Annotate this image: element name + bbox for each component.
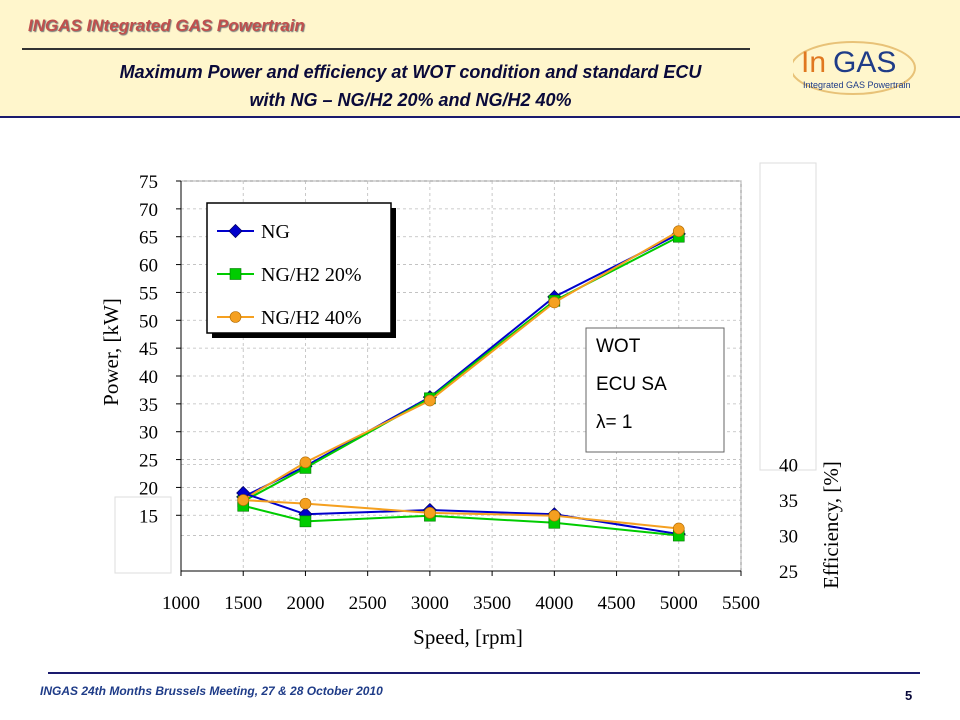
y-tick-label: 60: [139, 256, 158, 277]
y-tick-label: 20: [139, 478, 158, 499]
logo-in: In: [801, 46, 826, 79]
legend-marker: [229, 311, 242, 323]
y2-tick-label: 40: [779, 456, 798, 477]
legend-label: NG: [261, 221, 290, 243]
y-tick-label: 50: [139, 311, 158, 332]
power-series-point: [424, 394, 436, 407]
annotation-line: WOT: [596, 336, 641, 357]
footer-meeting: INGAS 24th Months Brussels Meeting, 27 &…: [40, 684, 383, 698]
power-series-point: [548, 296, 561, 309]
efficiency-series-point: [237, 494, 250, 506]
y-tick-label: 15: [139, 506, 158, 527]
y-tick-label: 55: [139, 283, 158, 304]
efficiency-series-point: [424, 507, 436, 519]
logo-tagline: Integrated GAS Powertrain: [803, 80, 911, 90]
x-tick-label: 4000: [535, 593, 573, 614]
project-title: INGAS INtegrated GAS Powertrain: [28, 16, 305, 35]
title-divider: [22, 48, 750, 50]
efficiency-series-point: [548, 509, 561, 522]
x-tick-label: 5500: [722, 593, 760, 614]
footer-divider: [48, 672, 920, 674]
y2-tick-label: 30: [779, 527, 798, 548]
annotation-line: λ= 1: [596, 412, 632, 433]
x-tick-label: 3500: [473, 593, 511, 614]
legend-label: NG/H2 20%: [261, 264, 362, 286]
x-tick-label: 1000: [162, 593, 200, 614]
slide-title-line2: with NG – NG/H2 20% and NG/H2 40%: [249, 90, 572, 110]
slide-header: INGAS INtegrated GAS Powertrain Maximum …: [0, 0, 960, 118]
legend-marker: [229, 268, 242, 280]
legend-marker: [228, 223, 243, 239]
left-axis-mask: [114, 496, 172, 574]
logo-gas: GAS: [833, 46, 896, 79]
y2-tick-label: 25: [779, 562, 798, 583]
y-tick-label: 25: [139, 451, 158, 472]
efficiency-series-point: [299, 497, 312, 510]
legend-box: [206, 202, 392, 334]
y-tick-label: 75: [139, 172, 158, 193]
x-tick-label: 2500: [349, 593, 387, 614]
annotation-box: [585, 327, 725, 453]
x-axis-title: Speed, [rpm]: [413, 625, 523, 649]
y-axis-title: Power, [kW]: [99, 298, 123, 406]
y2-axis-title: Efficiency, [%]: [819, 461, 843, 589]
power-series-point: [672, 225, 685, 237]
power-efficiency-chart: 1000 1500 2000 2500 3000 3500 4000 4500 5000 5500…: [99, 162, 843, 649]
x-tick-label: 4500: [598, 593, 636, 614]
y-tick-label: 45: [139, 339, 158, 360]
y2-tick-label: 35: [779, 491, 798, 512]
x-tick-label: 1500: [224, 593, 262, 614]
efficiency-series-point: [672, 522, 685, 535]
x-tick-label: 2000: [286, 593, 324, 614]
slide-title-line1: Maximum Power and efficiency at WOT cond…: [119, 62, 702, 82]
y-tick-label: 35: [139, 395, 158, 416]
x-tick-label: 3000: [411, 593, 449, 614]
x-tick-label: 5000: [660, 593, 698, 614]
y-tick-label: 70: [139, 200, 158, 221]
ingas-logo: In GAS Integrated GAS Powertrain: [793, 41, 916, 95]
right-axis-mask: [759, 162, 817, 471]
legend-label: NG/H2 40%: [261, 307, 362, 329]
y-tick-label: 40: [139, 367, 158, 388]
y-tick-label: 30: [139, 423, 158, 444]
slide-title: Maximum Power and efficiency at WOT cond…: [18, 58, 803, 114]
y-tick-label: 65: [139, 228, 158, 249]
page-number: 5: [905, 688, 913, 703]
power-series-point: [299, 456, 312, 469]
efficiency-series-point: [299, 515, 312, 528]
annotation-line: ECU SA: [596, 374, 667, 395]
